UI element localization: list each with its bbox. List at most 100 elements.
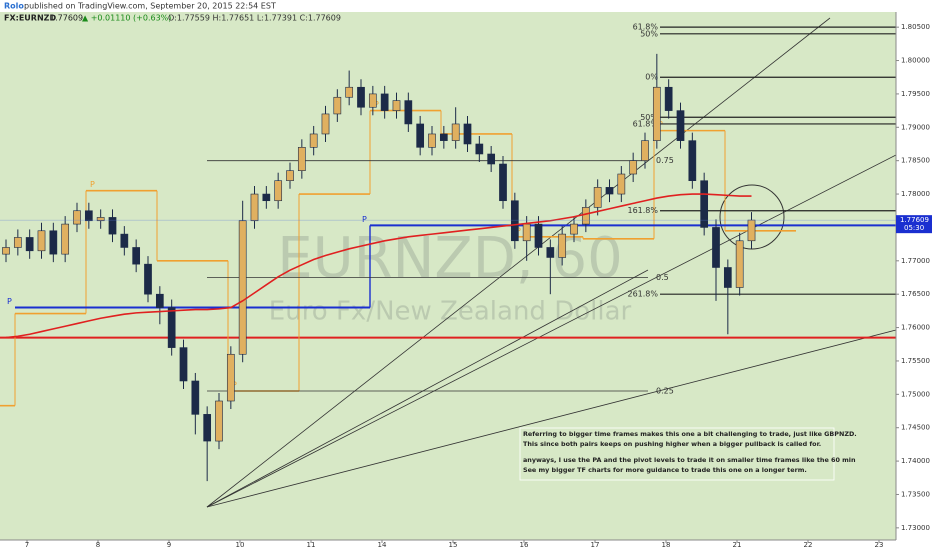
candle-body (191, 380, 200, 415)
annotation-line: Referring to bigger time frames makes th… (523, 430, 857, 438)
candle-body (581, 207, 590, 225)
candle-body (73, 210, 81, 225)
candle-body (120, 233, 129, 248)
candle-body (13, 237, 22, 248)
y-tick-label: 1.78000 (901, 190, 930, 198)
published: published on TradingView.com, September … (24, 2, 276, 11)
candle-body (641, 140, 649, 161)
y-tick-label: 1.74500 (901, 424, 930, 432)
y-tick-label: 1.77000 (901, 257, 930, 265)
x-tick-label: 14 (378, 541, 387, 549)
candle-body (179, 347, 188, 382)
candle-body (96, 217, 105, 222)
symbol: FX:EURNZD (4, 14, 56, 23)
x-tick-label: 16 (520, 541, 529, 549)
candle-body (522, 223, 531, 242)
candle-body (416, 123, 425, 148)
candle-body (676, 110, 685, 141)
last-price-label: 1.77609 (900, 216, 929, 224)
y-tick-label: 1.75500 (901, 357, 930, 365)
trendline (206, 269, 649, 508)
candle-body (510, 200, 519, 242)
y-tick-label: 1.79500 (901, 90, 930, 98)
candle-body (155, 293, 164, 308)
candle-body (309, 133, 318, 148)
x-tick-label: 7 (25, 541, 29, 549)
y-tick-label: 1.80000 (901, 57, 930, 65)
y-tick-label: 1.75000 (901, 390, 930, 398)
candle-body (274, 180, 283, 202)
countdown: 05:30 (904, 224, 924, 232)
candle-body (238, 220, 247, 355)
y-tick-label: 1.76000 (901, 324, 930, 332)
x-tick-label: 10 (236, 541, 245, 549)
candle-body (345, 86, 354, 98)
price-axis (896, 12, 932, 550)
candle-body (487, 153, 496, 165)
candle-body (132, 247, 141, 265)
candle-body (664, 86, 673, 111)
candle-body (144, 263, 152, 295)
candle-body (747, 219, 756, 242)
highlight-circle (719, 184, 785, 250)
candle-body (723, 267, 732, 288)
y-tick-label: 1.80500 (901, 23, 930, 31)
candle-body (534, 223, 543, 248)
fib-label: 61.8% (633, 23, 659, 32)
candle-body (499, 163, 507, 202)
moving-average (5, 193, 752, 339)
y-tick-label: 1.73000 (901, 524, 930, 532)
candle-body (404, 100, 413, 125)
candle-body (735, 240, 744, 288)
fib-label: 0.75 (656, 156, 674, 165)
x-tick-label: 15 (449, 541, 458, 549)
y-tick-label: 1.76500 (901, 290, 930, 298)
candle-body (617, 173, 626, 195)
fib-label: 50% (640, 113, 658, 122)
candle-body (558, 233, 567, 258)
y-tick-label: 1.78500 (901, 157, 930, 165)
watermark: EURNZD, 60 (277, 226, 623, 291)
x-tick-label: 21 (733, 541, 742, 549)
candle-body (570, 223, 578, 235)
candle-body (428, 133, 436, 148)
candle-body (652, 86, 661, 141)
candle-body (286, 170, 294, 182)
candle-body (463, 123, 472, 145)
candle-body (451, 123, 460, 141)
x-tick-label: 22 (804, 541, 813, 549)
fib-label: 0.5 (656, 273, 669, 282)
annotation-line: This since both pairs keeps on pushing h… (523, 440, 821, 448)
pivot-label: P (7, 297, 12, 306)
annotation-line: anyways, I use the PA and the pivot leve… (523, 456, 856, 464)
candle-body (700, 180, 709, 228)
change: ▲ +0.01110 (+0.63%) (82, 14, 171, 23)
candle-body (215, 400, 223, 442)
candle-body (262, 193, 271, 202)
candle-body (439, 133, 448, 141)
fib-label: 161.8% (627, 206, 658, 215)
annotation-line: See my bigger TF charts for more guidanc… (523, 466, 807, 474)
candle-body (203, 414, 212, 442)
x-tick-label: 23 (875, 541, 884, 549)
candle-body (250, 193, 259, 222)
candle-body (25, 237, 34, 252)
pivot-label: P (90, 180, 95, 189)
candle-body (226, 353, 235, 402)
candle-body (167, 307, 176, 348)
candle-body (357, 86, 365, 108)
candle-body (688, 140, 697, 182)
candle-body (37, 230, 46, 252)
candle-body (49, 230, 58, 255)
candle-body (368, 93, 377, 108)
x-tick-label: 11 (307, 541, 316, 549)
candle-body (297, 147, 306, 171)
y-tick-label: 1.73500 (901, 490, 930, 498)
pivot-label: P (362, 215, 367, 224)
trendlines (206, 17, 897, 508)
fib-label: 0.25 (656, 386, 674, 395)
candle-body (380, 93, 389, 111)
candle-body (475, 143, 484, 155)
fib-label: 61.8% (633, 119, 659, 128)
